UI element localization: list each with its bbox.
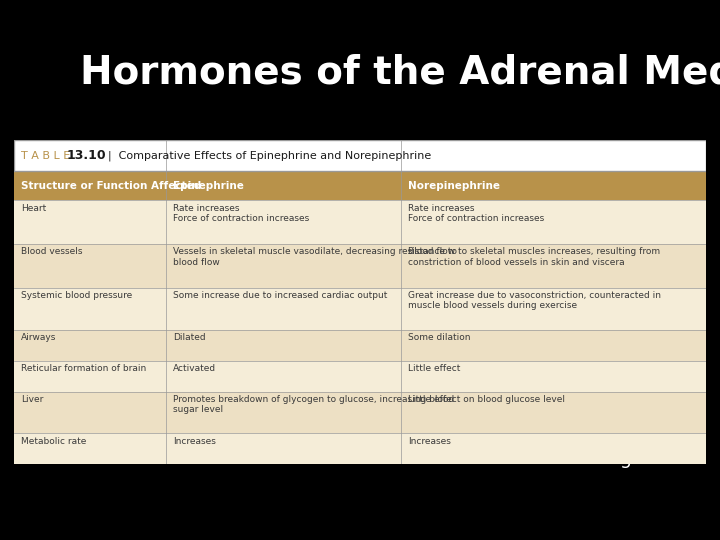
Text: Dilated: Dilated xyxy=(174,333,206,342)
FancyBboxPatch shape xyxy=(14,200,706,244)
Text: Systemic blood pressure: Systemic blood pressure xyxy=(22,291,132,300)
Text: Promotes breakdown of glycogen to glucose, increasing blood
sugar level: Promotes breakdown of glycogen to glucos… xyxy=(174,395,454,414)
Text: Increases: Increases xyxy=(408,437,451,445)
Text: Little effect: Little effect xyxy=(408,364,461,373)
FancyBboxPatch shape xyxy=(14,329,706,361)
Text: Blood vessels: Blood vessels xyxy=(22,247,83,256)
Text: Some increase due to increased cardiac output: Some increase due to increased cardiac o… xyxy=(174,291,388,300)
FancyBboxPatch shape xyxy=(14,361,706,392)
FancyBboxPatch shape xyxy=(14,392,706,434)
Text: Some dilation: Some dilation xyxy=(408,333,471,342)
Text: Rate increases
Force of contraction increases: Rate increases Force of contraction incr… xyxy=(408,204,544,223)
Text: Activated: Activated xyxy=(174,364,217,373)
Text: Little effect on blood glucose level: Little effect on blood glucose level xyxy=(408,395,565,404)
Text: T A B L E: T A B L E xyxy=(22,151,71,161)
Text: Rate increases
Force of contraction increases: Rate increases Force of contraction incr… xyxy=(174,204,310,223)
Text: Vessels in skeletal muscle vasodilate, decreasing resistance to
blood flow: Vessels in skeletal muscle vasodilate, d… xyxy=(174,247,457,267)
Text: 5: 5 xyxy=(621,454,631,472)
Text: Hormones of the Adrenal Medulla: Hormones of the Adrenal Medulla xyxy=(81,54,720,92)
FancyBboxPatch shape xyxy=(14,171,706,200)
Text: Blood flow to skeletal muscles increases, resulting from
constriction of blood v: Blood flow to skeletal muscles increases… xyxy=(408,247,660,267)
Text: Liver: Liver xyxy=(22,395,44,404)
FancyBboxPatch shape xyxy=(14,288,706,329)
Text: Great increase due to vasoconstriction, counteracted in
muscle blood vessels dur: Great increase due to vasoconstriction, … xyxy=(408,291,662,310)
Text: |  Comparative Effects of Epinephrine and Norepinephrine: | Comparative Effects of Epinephrine and… xyxy=(108,151,431,161)
Text: 13.10: 13.10 xyxy=(66,149,106,163)
FancyBboxPatch shape xyxy=(14,244,706,288)
Text: Structure or Function Affected: Structure or Function Affected xyxy=(22,181,202,191)
Text: Heart: Heart xyxy=(22,204,47,213)
Text: Norepinephrine: Norepinephrine xyxy=(408,181,500,191)
Text: Airways: Airways xyxy=(22,333,57,342)
Text: Epinephrine: Epinephrine xyxy=(174,181,244,191)
Text: Metabolic rate: Metabolic rate xyxy=(22,437,86,445)
Text: Reticular formation of brain: Reticular formation of brain xyxy=(22,364,147,373)
FancyBboxPatch shape xyxy=(14,434,706,464)
Text: Increases: Increases xyxy=(174,437,216,445)
FancyBboxPatch shape xyxy=(14,140,706,464)
